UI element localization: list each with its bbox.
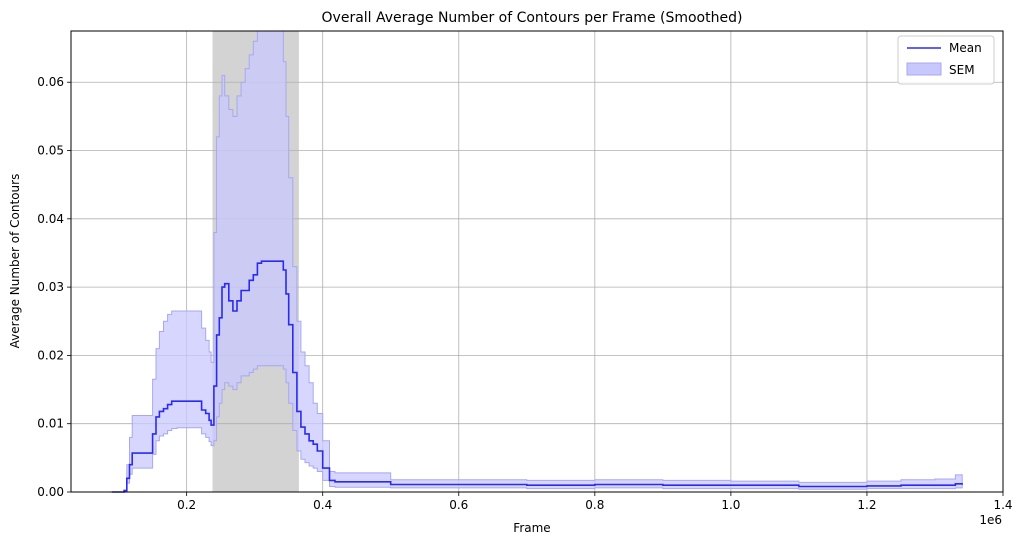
x-tick-label: 0.8 xyxy=(585,498,604,512)
y-ticks: 0.00 0.01 0.02 0.03 0.04 0.05 0.06 xyxy=(37,75,71,499)
x-tick-label: 1.0 xyxy=(721,498,740,512)
legend-sem-swatch xyxy=(906,62,942,76)
x-tick-label: 0.6 xyxy=(449,498,468,512)
x-ticks: 0.2 0.4 0.6 0.8 1.0 1.2 1.4 xyxy=(177,492,1013,512)
legend-mean-label: Mean xyxy=(949,41,982,55)
legend-sem-label: SEM xyxy=(949,63,975,77)
y-tick-label: 0.01 xyxy=(37,417,64,431)
y-tick-label: 0.02 xyxy=(37,348,64,362)
plot-frame xyxy=(70,30,1004,493)
y-tick-label: 0.06 xyxy=(37,75,64,89)
y-tick-label: 0.03 xyxy=(37,280,64,294)
x-tick-label: 1.4 xyxy=(993,498,1012,512)
y-axis-label: Average Number of Contours xyxy=(8,174,22,349)
mean-line xyxy=(111,260,964,493)
legend: Mean SEM xyxy=(897,35,995,85)
x-tick-label: 0.4 xyxy=(313,498,332,512)
y-tick-label: 0.04 xyxy=(37,212,64,226)
y-tick-label: 0.00 xyxy=(37,485,64,499)
x-offset-label: 1e6 xyxy=(979,513,1002,527)
chart-title: Overall Average Number of Contours per F… xyxy=(322,10,743,26)
mean-line-layer xyxy=(111,260,964,493)
x-axis-label: Frame xyxy=(513,521,550,535)
x-tick-label: 1.2 xyxy=(857,498,876,512)
y-tick-label: 0.05 xyxy=(37,144,64,158)
x-tick-label: 0.2 xyxy=(177,498,196,512)
